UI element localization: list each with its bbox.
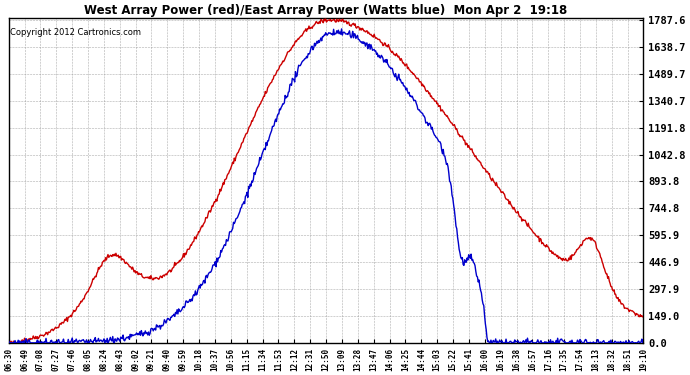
Title: West Array Power (red)/East Array Power (Watts blue)  Mon Apr 2  19:18: West Array Power (red)/East Array Power … — [84, 4, 568, 17]
Text: Copyright 2012 Cartronics.com: Copyright 2012 Cartronics.com — [10, 28, 141, 37]
